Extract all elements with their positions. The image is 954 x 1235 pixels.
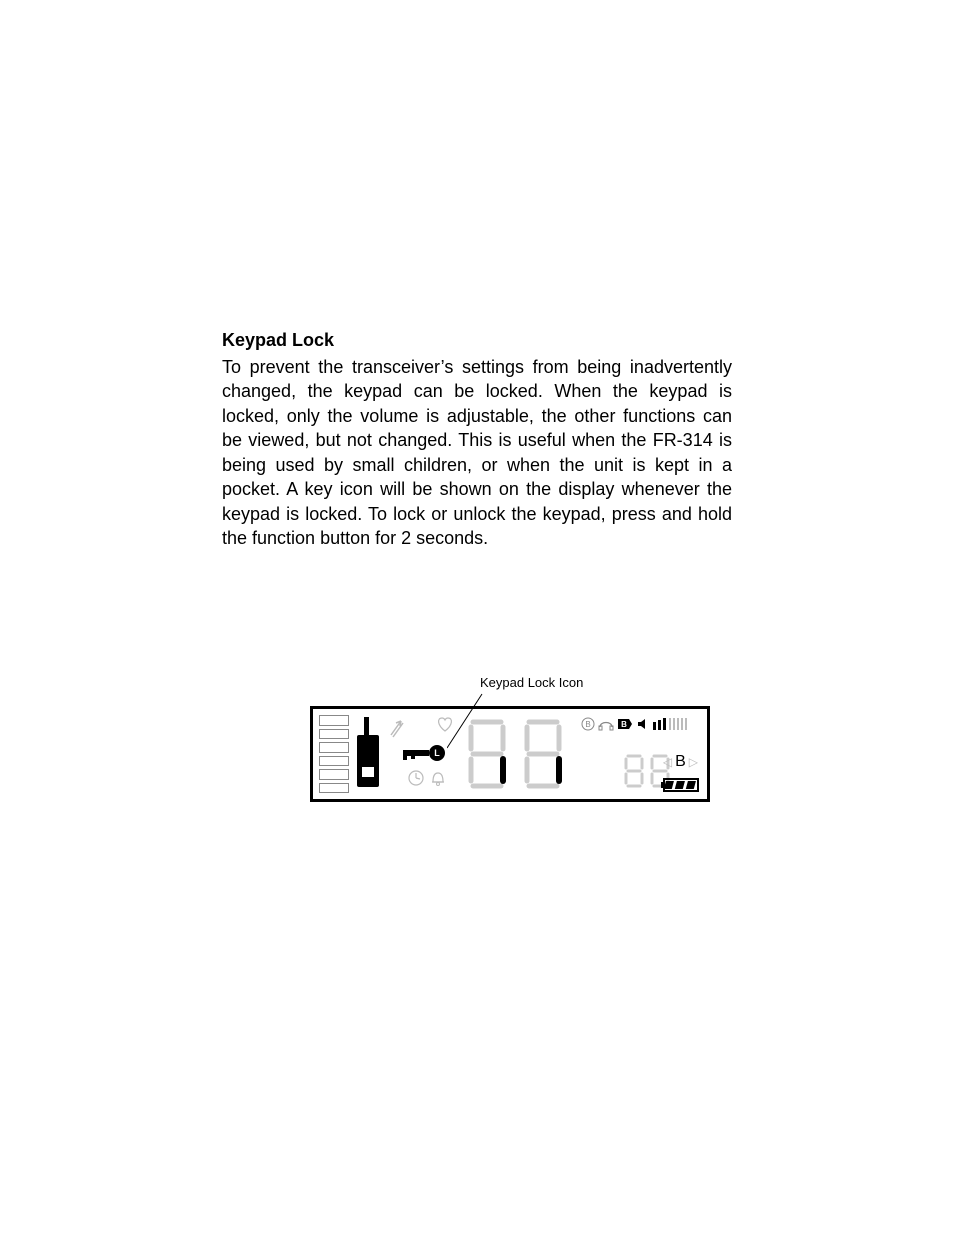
heart-icon xyxy=(435,715,455,733)
volume-bar xyxy=(319,715,349,726)
channel-digit-2 xyxy=(519,717,567,791)
subcode-digit-1 xyxy=(623,753,645,789)
radio-icon xyxy=(353,717,383,791)
section-text: Keypad Lock To prevent the transceiver’s… xyxy=(222,330,732,551)
callout-label: Keypad Lock Icon xyxy=(480,675,583,690)
b-flag-letter: B xyxy=(621,720,627,729)
lcd-inner: L xyxy=(313,709,707,799)
volume-bar xyxy=(319,742,349,753)
lcd-display: L xyxy=(310,706,710,802)
right-arrow-icon: ▷ xyxy=(689,755,699,769)
headphones-icon xyxy=(598,717,614,731)
left-arrow-icon: ◁ xyxy=(663,755,673,769)
b-letter: B xyxy=(675,753,687,771)
status-icons-row: B B xyxy=(581,715,701,733)
signal-bars-icon xyxy=(653,715,701,733)
bell-icon xyxy=(429,769,447,787)
volume-bars xyxy=(319,715,349,793)
volume-bar xyxy=(319,756,349,767)
b-flag-icon: B xyxy=(617,718,633,730)
volume-bar xyxy=(319,783,349,794)
volume-bar xyxy=(319,729,349,740)
key-lock-icon: L xyxy=(403,743,449,763)
clock-icon xyxy=(407,769,425,787)
channel-digit-1 xyxy=(463,717,511,791)
b-circle-letter: B xyxy=(585,720,590,729)
svg-text:L: L xyxy=(434,748,440,758)
manual-page: Keypad Lock To prevent the transceiver’s… xyxy=(0,0,954,1235)
speaker-icon xyxy=(636,717,650,731)
section-heading: Keypad Lock xyxy=(222,330,732,351)
battery-icon xyxy=(661,777,701,793)
volume-bar xyxy=(319,769,349,780)
section-body: To prevent the transceiver’s settings fr… xyxy=(222,355,732,551)
b-circle-icon: B xyxy=(581,717,595,731)
transmit-arrow-icon xyxy=(387,717,409,739)
b-indicator: ◁ B ▷ xyxy=(663,753,699,771)
